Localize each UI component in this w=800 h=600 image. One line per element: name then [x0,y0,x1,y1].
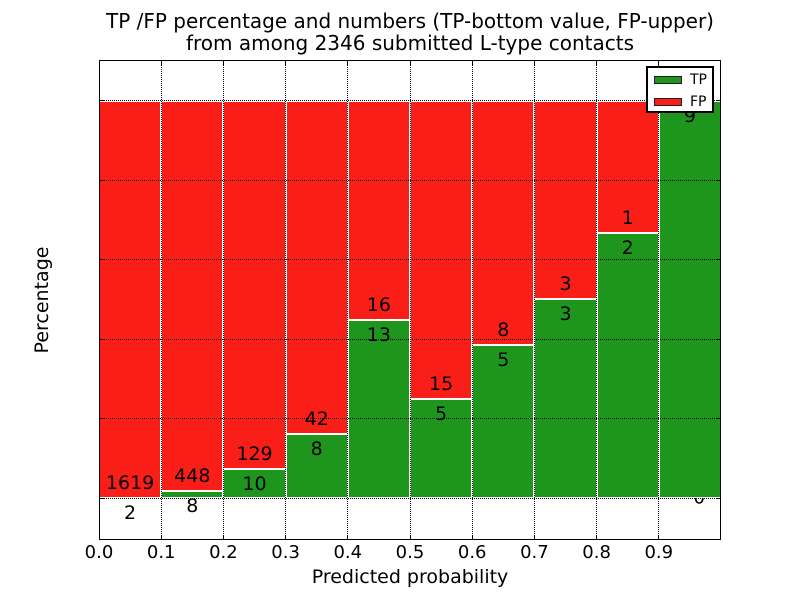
bar-count-label-tp: 3 [559,303,572,326]
y-axis-label: Percentage [31,246,53,354]
x-tick-label: 0.0 [84,542,114,563]
bar-segment-tp [596,233,659,498]
x-tick-label: 0.8 [582,542,611,563]
bar-segment-tp [285,434,348,498]
bar-count-label-tp: 5 [435,402,448,425]
gridline-horizontal [99,100,721,101]
bar-segment-fp [285,100,348,435]
legend: TP FP [646,66,714,113]
gridline-vertical [533,60,535,540]
bar-segment-fp [347,100,410,320]
bar-count-label-fp: 8 [497,319,510,342]
bar-segment-fp [534,100,597,300]
bar-count-label-tp: 13 [366,323,391,346]
bar-segment-fp [596,100,659,233]
bar-count-label-tp: 2 [621,237,634,259]
bar-segment-tp [161,491,224,498]
bar-segment-fp [161,100,224,492]
bar-segment-tp [410,398,473,498]
bar-count-label-tp: 5 [497,349,510,372]
gridline-vertical [409,60,411,540]
gridline-vertical [160,60,162,540]
gridline-horizontal [99,497,721,499]
gridline-vertical [471,60,473,540]
x-tick-label: 0.9 [644,542,674,563]
gridline-horizontal [99,179,721,181]
legend-label-fp: FP [690,94,707,110]
bar-count-label-fp: 15 [429,372,454,395]
grid-layer [99,60,721,540]
plot-area: 16192448812910428161315585331209 [99,60,721,540]
legend-swatch-tp [654,76,682,84]
bar-count-label-tp: 2 [124,501,137,524]
bar-segment-tp [347,319,410,498]
bar-count-label-fp: 16 [366,293,391,316]
bar-segment-fp [223,100,286,470]
legend-swatch-fp [654,98,682,106]
bar-count-label-fp: 448 [174,465,211,488]
bar-count-label-fp: 129 [236,443,273,466]
x-tick-label: 0.3 [271,542,300,563]
x-tick-label: 0.1 [146,542,176,563]
gridline-horizontal [99,418,721,419]
gridline-vertical [222,60,224,540]
gridline-vertical [596,60,598,540]
gridline-vertical [658,60,660,540]
bar-segment-tp [472,345,535,498]
bar-count-label-fp: 1 [621,207,634,229]
chart-title-line2: from among 2346 submitted L-type contact… [185,31,635,55]
x-tick-label: 0.4 [333,542,363,563]
gridline-vertical [285,60,287,540]
x-tick-label: 0.5 [395,542,425,563]
x-tick-label: 0.6 [457,542,487,563]
bar-count-label-fp: 1619 [105,471,155,494]
gridline-horizontal [99,338,721,340]
bar-count-label-fp: 3 [559,273,572,296]
bar-segment-fp [472,100,535,346]
gridline-horizontal [99,259,721,260]
bar-count-label-tp: 8 [310,438,323,461]
bar-segment-tp [223,469,286,498]
x-tick-label: 0.7 [520,542,549,563]
gridline-vertical [347,60,349,540]
legend-label-tp: TP [690,72,707,88]
bar-count-label-tp: 10 [242,473,267,496]
x-axis-label: Predicted probability [311,566,509,588]
x-tick-label: 0.2 [209,542,238,563]
chart-title-line1: TP /FP percentage and numbers (TP-bottom… [106,9,714,33]
bar-labels-layer: 16192448812910428161315585331209 [99,60,721,540]
bar-segment-tp [534,299,597,498]
bar-segment-fp [410,100,473,399]
bar-count-label-fp: 42 [304,408,329,431]
bar-count-label-tp: 8 [186,495,199,518]
